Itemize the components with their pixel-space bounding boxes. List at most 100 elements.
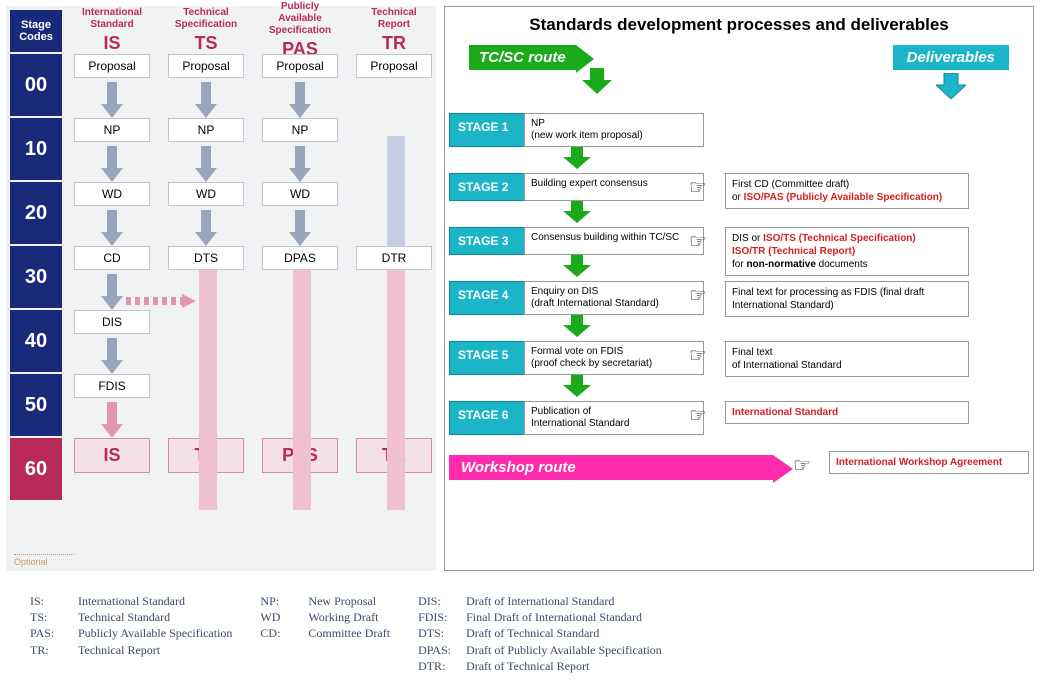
cell-10-2: NP [256,118,344,180]
cyan-arrow-icon [893,70,1009,107]
box-proposal-00: Proposal [168,54,244,78]
legend-item: NP:New Proposal [260,593,390,609]
pink-bar-pas [293,260,311,510]
down-arrow-icon [101,274,123,310]
stage-desc-1: NP(new work item proposal) [524,113,704,147]
box-dis-40: DIS [74,310,150,334]
stage-button-6: STAGE 6 [449,401,525,435]
hand-icon: ☞ [689,403,707,428]
stage-button-5: STAGE 5 [449,341,525,375]
stage-desc-4: Enquiry on DIS(draft International Stand… [524,281,704,315]
cell-10-0: NP [68,118,156,180]
legend-col-1: NP:New ProposalWDWorking DraftCD:Committ… [260,593,390,674]
box-np-10: NP [262,118,338,142]
down-arrow-icon [289,146,311,182]
stage-row-3: STAGE 3Consensus building within TC/SC☞ D… [449,227,1029,277]
stage-desc-2: Building expert consensus [524,173,704,201]
legend-item: DIS:Draft of International Standard [418,593,662,609]
cell-50-0: FDIS [68,374,156,436]
box-wd-20: WD [262,182,338,206]
box-proposal-00: Proposal [74,54,150,78]
optional-label: Optional [14,554,74,567]
stage-button-1: STAGE 1 [449,113,525,147]
legend-item: WDWorking Draft [260,609,390,625]
workshop-route-header: Workshop route [449,455,773,480]
stage-codes-header: Stage Codes [10,10,62,52]
stage-output-4: Final text for processing as FDIS (final… [725,281,969,317]
down-arrow-icon [101,402,123,438]
column-header-tr: Technical ReportTR [350,10,438,52]
stage-row-6: STAGE 6Publication ofInternational Stand… [449,401,1029,435]
box-dtr-30: DTR [356,246,432,270]
green-arrow-icon [449,255,705,277]
cell-20-2: WD [256,182,344,244]
cell-60-0: IS [68,438,156,500]
stage-desc-5: Formal vote on FDIS(proof check by secre… [524,341,704,375]
cell-00-2: Proposal [256,54,344,116]
cell-00-0: Proposal [68,54,156,116]
green-arrow-icon [449,201,705,223]
stage-row-2: STAGE 2Building expert consensus☞First C… [449,173,1029,223]
hand-icon: ☞ [689,343,707,368]
stage-button-2: STAGE 2 [449,173,525,201]
stage-button-3: STAGE 3 [449,227,525,255]
box-proposal-00: Proposal [262,54,338,78]
hand-icon: ☞ [793,453,811,478]
down-arrow-icon [195,146,217,182]
cell-20-1: WD [162,182,250,244]
box-wd-20: WD [74,182,150,206]
pink-bar-ts [199,260,217,510]
down-arrow-icon [101,210,123,246]
stage-code-00: 00 [10,54,62,116]
stage-code-40: 40 [10,310,62,372]
deliverables-header: Deliverables [893,45,1009,70]
green-arrow-icon [449,315,705,337]
legend-item: DPAS:Draft of Publicly Available Specifi… [418,642,662,658]
stage-desc-3: Consensus building within TC/SC [524,227,704,255]
box-proposal-00: Proposal [356,54,432,78]
down-arrow-icon [195,210,217,246]
cell-40-0: DIS [68,310,156,372]
stage-desc-6: Publication ofInternational Standard [524,401,704,435]
down-arrow-icon [101,82,123,118]
green-arrow-icon [449,147,705,169]
hand-icon: ☞ [689,175,707,200]
column-header-pas: Publicly Available SpecificationPAS [256,10,344,52]
stage-code-30: 30 [10,246,62,308]
hand-icon: ☞ [689,229,707,254]
workshop-output: International Workshop Agreement [829,451,1029,474]
stage-button-4: STAGE 4 [449,281,525,315]
legend-item: TR:Technical Report [30,642,232,658]
down-arrow-icon [195,82,217,118]
hand-icon: ☞ [689,283,707,308]
dotted-arrow-icon [126,294,196,308]
down-arrow-icon [289,210,311,246]
legend-item: FDIS:Final Draft of International Standa… [418,609,662,625]
box-wd-20: WD [168,182,244,206]
stage-row-1: STAGE 1NP(new work item proposal) [449,113,1029,169]
box-fdis-50: FDIS [74,374,150,398]
stage-output-5: Final textof International Standard [725,341,969,377]
stage-row-4: STAGE 4Enquiry on DIS(draft Internationa… [449,281,1029,337]
stage-code-10: 10 [10,118,62,180]
box-cd-30: CD [74,246,150,270]
box-dts-30: DTS [168,246,244,270]
cell-20-0: WD [68,182,156,244]
stage-codes-panel: Stage CodesInternational StandardISTechn… [6,6,436,571]
tcsc-route-header: TC/SC route [469,45,576,70]
right-title: Standards development processes and deli… [449,15,1029,35]
box-np-10: NP [168,118,244,142]
down-arrow-icon [101,338,123,374]
pink-bar-tr2 [387,260,405,510]
stage-output-6: International Standard [725,401,969,424]
box-dpas-30: DPAS [262,246,338,270]
stage-code-50: 50 [10,374,62,436]
stage-code-60: 60 [10,438,62,500]
down-arrow-icon [101,146,123,182]
legend-item: DTR:Draft of Technical Report [418,658,662,674]
cell-00-3: Proposal [350,54,438,116]
final-is: IS [74,438,150,473]
cell-00-1: Proposal [162,54,250,116]
legend-item: TS:Technical Standard [30,609,232,625]
stage-output-3: DIS or ISO/TS (Technical Specification)I… [725,227,969,276]
